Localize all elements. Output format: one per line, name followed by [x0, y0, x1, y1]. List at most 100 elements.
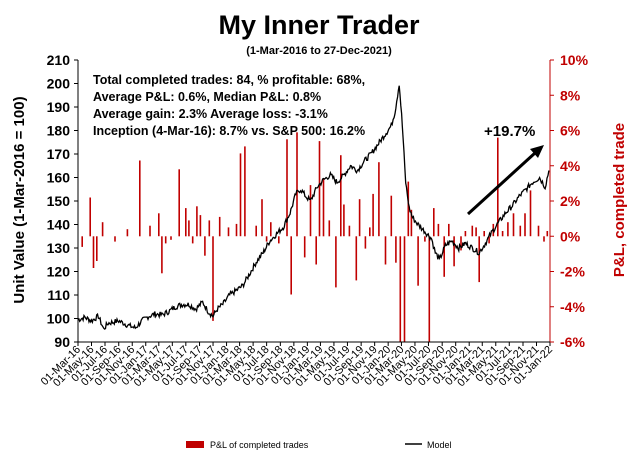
- bar-trade-pnl: [235, 223, 238, 237]
- y-right-tick-label: -4%: [560, 299, 585, 315]
- y-left-tick-label: 180: [47, 123, 71, 139]
- legend-label-line: Model: [427, 440, 452, 450]
- bar-trade-pnl: [358, 199, 361, 237]
- y-left-tick-label: 170: [47, 146, 71, 162]
- y-right-tick-label: 2%: [560, 193, 581, 209]
- bar-trade-pnl: [170, 236, 172, 240]
- bar-trade-pnl: [433, 208, 435, 237]
- bar-trade-pnl: [139, 160, 141, 237]
- y-left-tick-label: 190: [47, 99, 71, 115]
- bar-trade-pnl: [343, 204, 345, 237]
- bar-trade-pnl: [453, 236, 455, 267]
- line-series: [77, 85, 550, 330]
- annotation-line: Inception (4-Mar-16): 8.7% vs. S&P 500: …: [93, 124, 365, 138]
- bar-trade-pnl: [478, 236, 480, 283]
- model-line: [77, 85, 550, 330]
- bar-trade-pnl: [244, 146, 246, 237]
- bar-trade-pnl: [369, 227, 371, 237]
- bar-trade-pnl: [218, 216, 221, 237]
- bar-trade-pnl: [191, 236, 194, 244]
- y-right-tick-label: -2%: [560, 264, 585, 280]
- bar-trade-pnl: [471, 225, 474, 237]
- bar-trade-pnl: [399, 236, 402, 343]
- bar-trade-pnl: [417, 236, 419, 286]
- trend-callout: +19.7%: [484, 123, 535, 140]
- bar-trade-pnl: [355, 236, 358, 281]
- y-right-tick-label: 6%: [560, 123, 581, 139]
- bar-trade-pnl: [270, 222, 272, 237]
- annotation-box: Total completed trades: 84, % profitable…: [93, 73, 365, 138]
- bar-trade-pnl: [81, 236, 83, 247]
- bar-trade-pnl: [255, 225, 257, 237]
- y-left-tick-label: 130: [47, 240, 71, 256]
- y-right-tick-label: 4%: [560, 158, 581, 174]
- bar-trade-pnl: [524, 213, 526, 237]
- bar-trade-pnl: [348, 225, 351, 237]
- bar-trade-pnl: [364, 236, 367, 249]
- bar-trade-pnl: [501, 231, 504, 237]
- bar-trade-pnl: [372, 193, 374, 237]
- bar-trade-pnl: [188, 220, 190, 237]
- bar-trade-pnl: [537, 225, 540, 237]
- bar-trade-pnl: [407, 181, 410, 237]
- bar-trade-pnl: [543, 236, 545, 242]
- bar-trade-pnl: [239, 153, 242, 237]
- x-tick-labels: 01-Mar-1601-May-1601-Jul-1601-Sep-1601-N…: [39, 342, 555, 389]
- bar-trade-pnl: [460, 236, 462, 251]
- annotation-line: Average P&L: 0.6%, Median P&L: 0.8%: [93, 90, 321, 104]
- legend-swatch-bars: [186, 441, 204, 448]
- bar-trade-pnl: [158, 213, 160, 237]
- bar-trade-pnl: [126, 229, 129, 237]
- bar-trade-pnl: [384, 236, 387, 265]
- bar-trade-pnl: [464, 231, 467, 237]
- bar-trade-pnl: [196, 206, 198, 237]
- y-left-tick-label: 200: [47, 76, 71, 92]
- bar-trade-pnl: [390, 195, 393, 237]
- y-axis-right-label: P&L, completed trade: [611, 123, 628, 277]
- bar-trade-pnl: [340, 155, 342, 237]
- y-axis-left-label: Unit Value (1-Mar-2016 = 100): [11, 96, 28, 303]
- bar-trade-pnl: [149, 225, 151, 237]
- bar-trade-pnl: [315, 236, 317, 265]
- bar-trade-pnl: [410, 209, 413, 237]
- bar-trade-pnl: [185, 208, 187, 237]
- bar-trade-pnl: [483, 231, 485, 237]
- bar-trade-pnl: [89, 197, 91, 237]
- bar-trade-pnl: [335, 236, 337, 288]
- bar-trade-pnl: [519, 225, 522, 237]
- bar-series: [81, 132, 549, 343]
- bar-trade-pnl: [227, 227, 230, 237]
- y-right-tick-label: 8%: [560, 87, 581, 103]
- y-right-tick-label: 0%: [560, 228, 581, 244]
- bar-trade-pnl: [546, 231, 549, 237]
- y-right-tick-label: -6%: [560, 334, 585, 350]
- y-left-tick-label: 100: [47, 311, 71, 327]
- bar-trade-pnl: [178, 169, 180, 237]
- bar-trade-pnl: [303, 236, 306, 258]
- y-left-tick-label: 120: [47, 264, 71, 280]
- bar-trade-pnl: [114, 236, 116, 242]
- bar-trade-pnl: [322, 178, 325, 237]
- bar-trade-pnl: [475, 227, 477, 237]
- y-left-tick-label: 90: [54, 334, 70, 350]
- bar-trade-pnl: [161, 236, 163, 274]
- bar-trade-pnl: [428, 236, 431, 343]
- y-right-tick-label: 10%: [560, 52, 589, 68]
- bar-trade-pnl: [309, 185, 312, 237]
- bar-trade-pnl: [296, 132, 298, 237]
- bar-trade-pnl: [395, 236, 397, 263]
- bar-trade-pnl: [101, 222, 104, 237]
- annotation-line: Average gain: 2.3% Average loss: -3.1%: [93, 107, 328, 121]
- bar-trade-pnl: [512, 213, 515, 237]
- legend: P&L of completed trades Model: [186, 440, 452, 450]
- bar-trade-pnl: [212, 236, 214, 321]
- bar-trade-pnl: [164, 236, 167, 244]
- bar-trade-pnl: [424, 236, 426, 242]
- y-left-tick-label: 160: [47, 170, 71, 186]
- bar-trade-pnl: [443, 236, 445, 277]
- y-right-tick-labels: -6% -4% -2% 0% 2% 4% 6% 8% 10%: [550, 52, 589, 350]
- bar-trade-pnl: [278, 236, 280, 244]
- bar-trade-pnl: [204, 236, 206, 256]
- bar-trade-pnl: [208, 220, 211, 237]
